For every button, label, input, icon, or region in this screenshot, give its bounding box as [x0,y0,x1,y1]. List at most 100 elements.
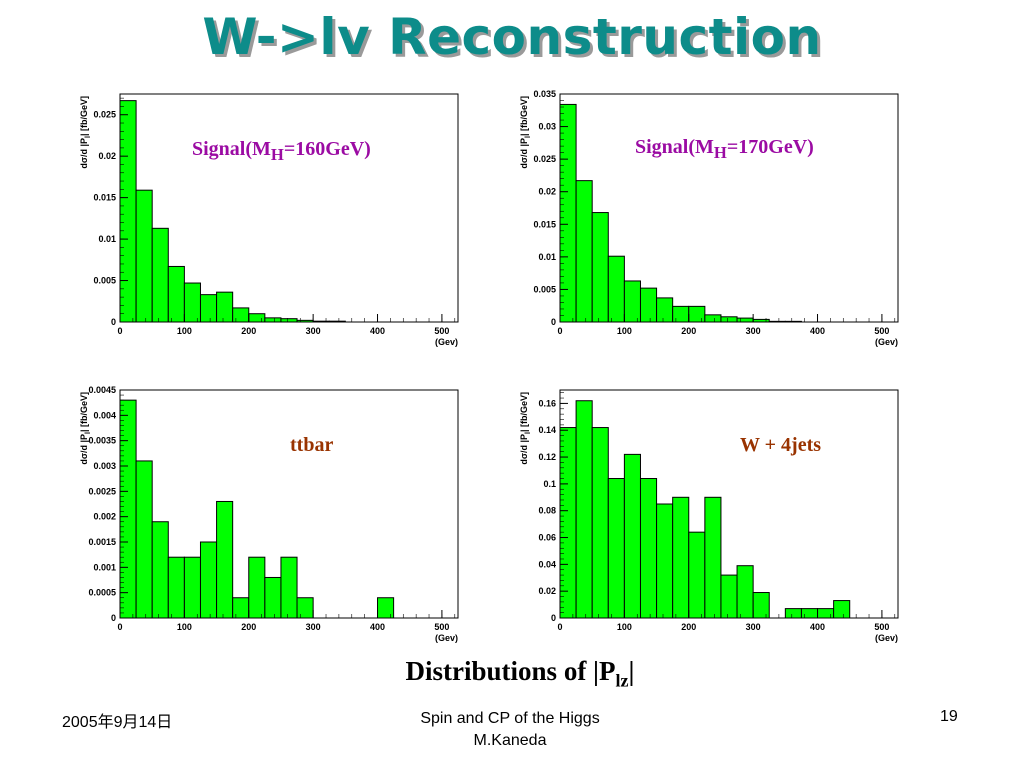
y-tick-label: 0 [551,613,556,623]
x-tick-label: 200 [241,326,256,336]
histogram-bar [264,317,282,323]
footer-center: Spin and CP of the Higgs M.Kaneda [360,708,660,752]
histogram-bar [559,427,577,619]
caption-sub: lz [615,670,629,691]
histogram-bar [575,180,593,323]
histogram-bar [280,556,298,619]
histogram-bar [784,608,802,619]
y-axis-label: dσ/d |Pl| [fb/GeV] [79,96,92,169]
histogram-bar [199,541,218,619]
x-tick-label: 400 [810,622,825,632]
y-tick-label: 0 [111,613,116,623]
y-axis-label: dσ/d |Pl| [fb/GeV] [79,392,92,465]
signal-160-label-sub: H [270,145,284,164]
w4jets-label-main: W + 4jets [740,434,822,456]
histogram-bar [800,608,819,619]
histogram-signal-170-svg: 0 0.005 0.01 0.015 0.02 0.025 0.03 0.035 0 100 200… [519,89,899,347]
histogram-bar [377,597,395,619]
x-tick-label: 0 [557,622,562,632]
x-axis-label: (Gev) [435,337,458,347]
y-tick-label: 0.0045 [88,385,116,395]
y-tick-label: 0.005 [93,276,116,286]
y-tick-label: 0.08 [538,506,556,516]
x-tick-label: 200 [241,622,256,632]
histogram-bar [607,255,625,323]
y-axis-label-sub: l [85,136,92,138]
histogram-bar [296,319,314,323]
histogram-bar [167,265,185,323]
x-axis-label: (Gev) [875,633,898,643]
histogram-bar [656,297,674,323]
x-tick-label: 100 [177,622,192,632]
y-tick-label: 0.002 [93,512,116,522]
histogram-bar [575,400,593,619]
histogram-bar [183,556,201,619]
y-tick-label: 0.02 [538,187,556,197]
x-tick-label: 500 [434,326,449,336]
caption-end: | [628,656,635,686]
y-axis-label-sub: l [525,432,532,434]
x-tick-label: 500 [874,326,889,336]
x-tick-label: 300 [746,326,761,336]
x-tick-label: 0 [117,622,122,632]
histogram-bar [656,503,674,619]
histogram-bar [312,320,330,323]
histogram-bar [768,320,786,323]
slide-title: W->lv Reconstruction [202,8,822,66]
x-axis-label: (Gev) [435,633,458,643]
x-tick-label: 200 [681,326,696,336]
x-tick-label: 100 [617,326,632,336]
histogram-bar [591,212,609,323]
histogram-bar [704,314,722,323]
x-tick-label: 400 [370,622,385,632]
signal-160-label-main: Signal(M [192,138,271,160]
y-tick-label: 0.06 [538,533,556,543]
histogram-bar [639,478,658,619]
signal-170-label: Signal(MH=170GeV) [635,136,814,163]
y-tick-label: 0.004 [93,410,116,420]
histogram-bar [151,521,169,619]
x-axis-label: (Gev) [875,337,898,347]
y-axis-label-end: | [fb/GeV] [519,392,529,432]
y-tick-label: 0 [111,317,116,327]
histogram-bar [151,227,169,323]
histogram-bar [752,318,770,323]
y-axis-label-main: dσ/d |P [519,138,529,169]
w4jets-label: W + 4jets [740,434,821,457]
y-tick-label: 0.015 [93,193,116,203]
signal-160-label: Signal(MH=160GeV) [192,138,371,165]
histogram-bar [688,305,706,323]
histogram-bar [135,189,153,323]
histogram-bar [704,496,722,619]
y-tick-label: 0.001 [93,562,116,572]
histogram-bar [119,399,137,619]
page-number: 19 [940,708,958,725]
histogram-bar [688,531,706,619]
y-tick-label: 0.12 [538,452,556,462]
y-tick-label: 0.1 [543,479,556,489]
histogram-w4jets-svg: 0 0.02 0.04 0.06 0.08 0.1 0.12 0.14 0.16 0 100 200 3… [519,389,899,643]
histogram-bar [183,282,201,323]
histogram-bar [216,291,234,323]
y-tick-label: 0.015 [533,219,556,229]
footer-title: Spin and CP of the Higgs [420,710,600,727]
signal-160-label-end: =160GeV) [283,138,371,160]
y-axis-label: dσ/d |Pl| [fb/GeV] [519,96,532,169]
y-tick-label: 0.0005 [88,588,116,598]
histogram-bar [591,427,609,619]
histogram-bar [672,496,690,619]
histogram-bar [232,597,250,619]
histogram-ttbar-svg: 0 0.0005 0.001 0.0015 0.002 0.0025 0.003 0.0035… [79,385,459,643]
y-axis-label: dσ/d |Pl| [fb/GeV] [519,392,532,465]
x-tick-label: 0 [117,326,122,336]
y-tick-label: 0.005 [533,284,556,294]
signal-170-label-main: Signal(M [635,136,714,158]
histogram-bar [296,597,314,619]
histogram-bar [623,453,641,619]
y-tick-label: 0.03 [538,122,556,132]
y-tick-label: 0.0035 [88,436,116,446]
y-tick-label: 0.02 [98,151,116,161]
histogram-w4jets: 0 0.02 0.04 0.06 0.08 0.1 0.12 0.14 0.16 0 100 200 3… [500,384,910,654]
y-tick-label: 0.04 [538,559,556,569]
figure-caption: Distributions of |Plz| [0,656,1024,691]
